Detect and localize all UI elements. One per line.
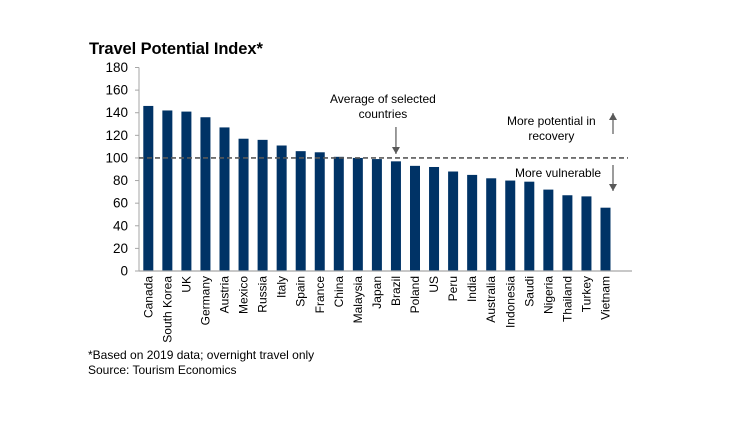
average-arrow-head xyxy=(391,147,400,154)
x-tick-label: India xyxy=(465,276,479,302)
bar-austria xyxy=(219,127,230,272)
x-tick-label: Spain xyxy=(294,276,308,307)
bar-brazil xyxy=(390,161,401,271)
annotation-average: Average of selected countries xyxy=(330,92,436,122)
y-tick-label: 80 xyxy=(113,173,128,188)
bar-malaysia xyxy=(352,157,363,271)
x-tick-label: Austria xyxy=(218,276,232,314)
bar-turkey xyxy=(581,196,592,271)
x-tick-label: Peru xyxy=(446,276,460,301)
bar-uk xyxy=(181,111,192,271)
bar-mexico xyxy=(238,138,249,271)
bar-nigeria xyxy=(543,189,554,271)
bar-thailand xyxy=(562,195,573,271)
bar-australia xyxy=(486,178,497,271)
x-tick-label: Indonesia xyxy=(503,276,517,328)
x-tick-label: Japan xyxy=(370,276,384,309)
bar-canada xyxy=(143,105,154,271)
bar-spain xyxy=(295,151,306,271)
y-tick-label: 20 xyxy=(113,241,128,256)
x-tick-label: China xyxy=(332,276,346,308)
bar-us xyxy=(429,166,440,271)
x-tick-label: Turkey xyxy=(579,276,593,312)
bar-poland xyxy=(410,165,420,271)
bar-peru xyxy=(448,171,459,271)
x-tick-label: UK xyxy=(179,276,193,293)
bar-indonesia xyxy=(505,180,516,271)
bar-italy xyxy=(276,145,287,271)
x-tick-label: Germany xyxy=(198,276,212,325)
annotation-more-potential: More potential in recovery xyxy=(507,114,596,144)
x-tick-label: Nigeria xyxy=(541,276,555,314)
x-tick-label: France xyxy=(313,276,327,314)
more-potential-arrow-head xyxy=(609,113,617,120)
more-vulnerable-arrow-head xyxy=(609,184,617,191)
y-tick-label: 100 xyxy=(105,150,128,165)
x-tick-label: Canada xyxy=(141,276,155,318)
y-tick-label: 160 xyxy=(105,83,128,98)
bar-vietnam xyxy=(600,207,611,271)
bar-russia xyxy=(257,139,268,271)
x-tick-label: US xyxy=(427,276,441,293)
y-tick-label: 60 xyxy=(113,196,128,211)
y-tick-label: 140 xyxy=(105,105,128,120)
annotation-more-potential-line1: More potential in xyxy=(507,114,596,128)
x-tick-label: Russia xyxy=(256,276,270,313)
x-tick-label: South Korea xyxy=(160,276,174,343)
bar-china xyxy=(333,156,344,271)
y-tick-label: 180 xyxy=(105,60,128,75)
x-tick-label: Vietnam xyxy=(599,276,613,320)
annotation-more-vulnerable: More vulnerable xyxy=(515,166,601,181)
bar-japan xyxy=(371,159,382,271)
footnote: *Based on 2019 data; overnight travel on… xyxy=(88,348,315,362)
x-tick-label: Thailand xyxy=(560,276,574,322)
y-tick-label: 120 xyxy=(105,128,128,143)
bar-saudi xyxy=(524,181,535,271)
bar-south-korea xyxy=(162,110,173,271)
bar-france xyxy=(314,152,325,271)
bar-india xyxy=(467,174,478,271)
y-tick-label: 0 xyxy=(120,264,128,279)
x-tick-label: Poland xyxy=(408,276,422,313)
y-tick-label: 40 xyxy=(113,218,128,233)
x-tick-label: Mexico xyxy=(237,276,251,314)
chart-title: Travel Potential Index* xyxy=(89,40,263,58)
source-note: Source: Tourism Economics xyxy=(88,363,237,377)
annotation-average-line2: countries xyxy=(358,107,408,121)
x-tick-label: Saudi xyxy=(522,276,536,307)
annotation-more-vulnerable-line1: More vulnerable xyxy=(515,166,602,180)
bar-germany xyxy=(200,117,211,271)
x-tick-label: Italy xyxy=(275,276,289,298)
annotation-more-potential-line2: recovery xyxy=(528,129,575,143)
annotation-average-line1: Average of selected xyxy=(330,92,436,106)
x-tick-label: Brazil xyxy=(389,276,403,306)
x-tick-label: Australia xyxy=(484,276,498,323)
x-tick-label: Malaysia xyxy=(351,276,365,324)
